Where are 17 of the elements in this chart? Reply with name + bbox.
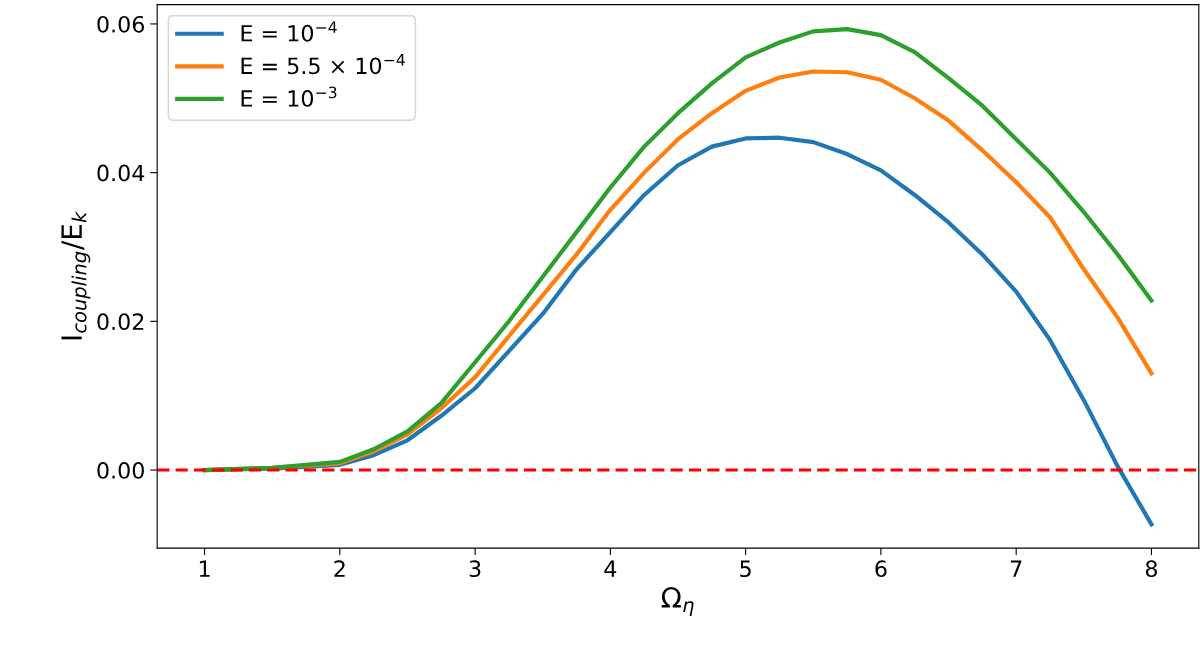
x-tick-label: 1 — [199, 560, 210, 577]
x-tick-label: 5 — [740, 560, 751, 578]
legend-label: E = 5.5 × 10$^{−4}$ — [241, 54, 405, 75]
x-tick-label: 6 — [875, 560, 887, 578]
x-tick-label: 2 — [334, 560, 345, 577]
x-axis-title: Ω$_{η}$ — [661, 586, 694, 617]
x-tick-label: 7 — [1010, 560, 1022, 577]
y-tick-label: 0.04 — [97, 164, 145, 182]
y-tick-label: 0.02 — [97, 313, 144, 331]
y-tick-label: 0.06 — [97, 15, 144, 33]
x-tick-label: 3 — [469, 560, 481, 578]
legend-label: E = 10$^{−3}$ — [241, 86, 337, 107]
legend-label: E = 10$^{−4}$ — [241, 21, 337, 42]
x-tick-label: 8 — [1145, 560, 1157, 578]
y-tick-label: 0.00 — [97, 461, 144, 479]
x-tick-label: 4 — [604, 560, 617, 577]
y-axis-title: I$_{coupling}$/E$_{k}$ — [61, 211, 91, 340]
